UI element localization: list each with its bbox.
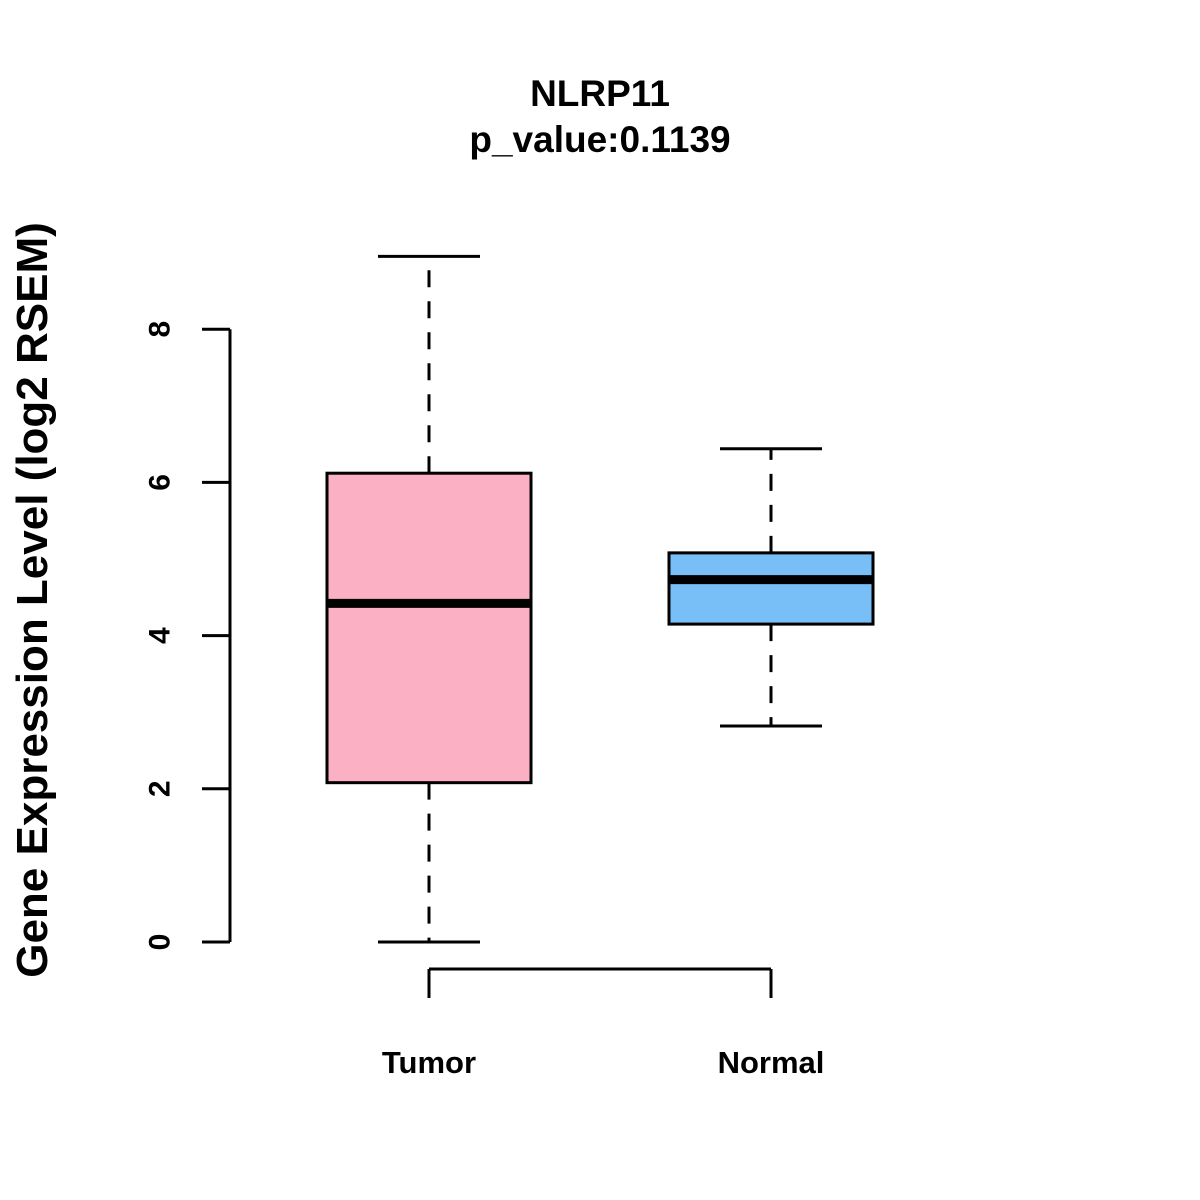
x-axis: Tumor Normal (382, 967, 825, 1080)
box-normal (667, 447, 875, 728)
boxes (325, 254, 875, 944)
chart-title: NLRP11 (530, 73, 670, 114)
y-tick-label-1: 2 (144, 780, 177, 797)
y-tick-label-0: 0 (144, 934, 177, 951)
y-tick-label-3: 6 (144, 474, 177, 491)
y-axis-label: Gene Expression Level (log2 RSEM) (8, 222, 57, 978)
box-tumor (325, 254, 533, 944)
y-axis: 0 2 4 6 8 (144, 321, 232, 951)
tumor-box-iqr (325, 471, 533, 785)
y-tick-label-4: 8 (144, 321, 177, 338)
x-tick-label-tumor: Tumor (382, 1045, 476, 1080)
y-tick-label-2: 4 (144, 627, 177, 644)
chart-subtitle: p_value:0.1139 (469, 119, 730, 160)
normal-box-iqr (667, 551, 875, 626)
x-tick-label-normal: Normal (718, 1045, 825, 1080)
